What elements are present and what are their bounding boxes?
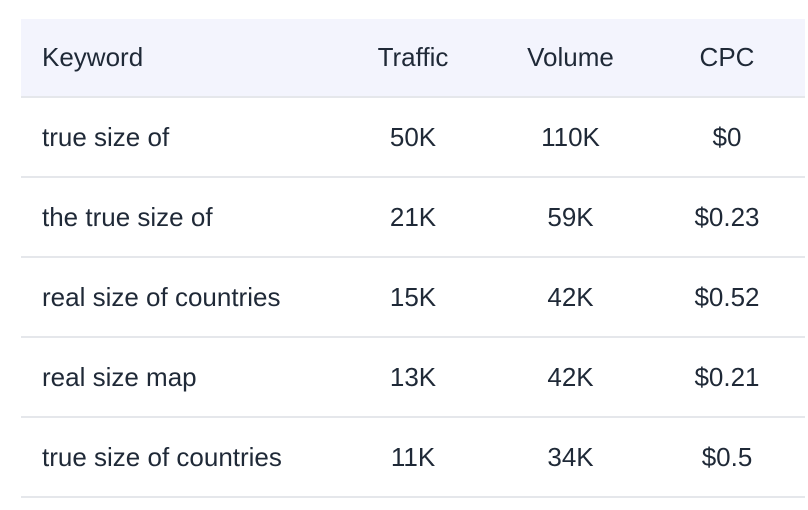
traffic-cell: 13K: [334, 337, 492, 418]
keyword-table-container: Keyword Traffic Volume CPC true size of …: [21, 19, 805, 498]
keyword-table: Keyword Traffic Volume CPC true size of …: [21, 19, 805, 498]
keyword-cell[interactable]: real size map: [21, 337, 334, 418]
table-row: the true size of 21K 59K $0.23: [21, 177, 805, 258]
cpc-cell: $0.21: [649, 337, 805, 418]
cpc-cell: $0.5: [649, 417, 805, 498]
cpc-cell: $0.23: [649, 177, 805, 258]
table-row: real size map 13K 42K $0.21: [21, 337, 805, 418]
keyword-cell[interactable]: real size of countries: [21, 257, 334, 338]
traffic-cell: 11K: [334, 417, 492, 498]
keyword-cell[interactable]: true size of: [21, 97, 334, 178]
keyword-cell[interactable]: the true size of: [21, 177, 334, 258]
volume-cell: 34K: [492, 417, 649, 498]
table-header: Keyword Traffic Volume CPC: [21, 19, 805, 98]
header-traffic[interactable]: Traffic: [334, 19, 492, 98]
header-cpc[interactable]: CPC: [649, 19, 805, 98]
volume-cell: 42K: [492, 257, 649, 338]
table-row: true size of countries 11K 34K $0.5: [21, 417, 805, 498]
header-row: Keyword Traffic Volume CPC: [21, 19, 805, 98]
table-row: true size of 50K 110K $0: [21, 97, 805, 178]
volume-cell: 110K: [492, 97, 649, 178]
volume-cell: 42K: [492, 337, 649, 418]
table-body: true size of 50K 110K $0 the true size o…: [21, 97, 805, 498]
traffic-cell: 50K: [334, 97, 492, 178]
traffic-cell: 15K: [334, 257, 492, 338]
cpc-cell: $0.52: [649, 257, 805, 338]
cpc-cell: $0: [649, 97, 805, 178]
header-volume[interactable]: Volume: [492, 19, 649, 98]
keyword-cell[interactable]: true size of countries: [21, 417, 334, 498]
header-keyword[interactable]: Keyword: [21, 19, 334, 98]
table-row: real size of countries 15K 42K $0.52: [21, 257, 805, 338]
volume-cell: 59K: [492, 177, 649, 258]
traffic-cell: 21K: [334, 177, 492, 258]
